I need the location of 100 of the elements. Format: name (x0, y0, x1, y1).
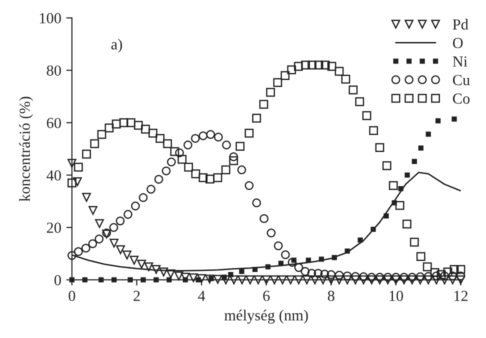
point (450, 264, 459, 274)
x-tick-label: 0 (68, 290, 76, 302)
y-tick-label: 0 (54, 275, 61, 286)
point (229, 275, 238, 284)
point (190, 134, 200, 143)
point (228, 272, 234, 278)
x-axis-title: mélység (nm) (224, 310, 308, 324)
point (294, 275, 304, 284)
point (252, 266, 258, 272)
point (318, 256, 324, 262)
point (116, 245, 125, 254)
point (422, 262, 432, 272)
point (95, 219, 104, 228)
point (174, 271, 184, 280)
point (88, 206, 98, 215)
point (369, 126, 378, 135)
point (98, 277, 104, 282)
point (69, 277, 74, 282)
point (412, 158, 417, 164)
point (162, 166, 171, 176)
point (82, 277, 88, 282)
point (418, 146, 424, 151)
point (198, 131, 208, 140)
point (244, 128, 254, 138)
point (138, 193, 148, 202)
point (416, 252, 426, 261)
point (382, 161, 392, 170)
y-axis-title: koncentráció (%) (19, 96, 34, 202)
point (355, 97, 364, 106)
point (341, 74, 350, 84)
point (436, 270, 446, 280)
point (116, 216, 125, 226)
point (72, 177, 82, 186)
x-tick-label: 4 (198, 290, 206, 301)
point (348, 86, 358, 94)
point (273, 78, 282, 88)
point (456, 264, 466, 274)
point (213, 173, 222, 182)
point (90, 139, 100, 148)
point (196, 277, 201, 282)
point (443, 268, 452, 276)
point (152, 264, 161, 274)
point (166, 158, 176, 166)
point (206, 174, 214, 184)
point (327, 62, 336, 71)
point (130, 256, 139, 265)
point (221, 165, 230, 174)
point (67, 178, 76, 188)
point (259, 100, 268, 109)
point (359, 275, 368, 284)
point (214, 132, 223, 142)
point (320, 60, 330, 70)
x-tick-label: 2 (134, 290, 140, 301)
point (188, 273, 198, 282)
point (326, 275, 336, 284)
point (302, 275, 312, 284)
point (82, 192, 91, 202)
point (306, 258, 312, 263)
point (236, 142, 245, 151)
point (300, 267, 310, 276)
point (370, 226, 376, 232)
point (67, 251, 76, 260)
point (213, 274, 222, 284)
point (270, 275, 279, 284)
point (119, 118, 128, 128)
point (266, 88, 275, 97)
point (124, 210, 132, 219)
point (398, 186, 404, 192)
point (318, 275, 328, 284)
y-tick-label: 80 (46, 65, 61, 76)
point (137, 260, 146, 269)
point (175, 148, 184, 158)
point (265, 264, 271, 270)
point (141, 124, 150, 134)
point (452, 116, 457, 122)
point (287, 65, 296, 74)
point (159, 268, 168, 276)
point (109, 223, 118, 232)
point (82, 150, 91, 159)
point (94, 234, 104, 244)
point (286, 275, 296, 284)
point (334, 66, 344, 76)
point (314, 60, 324, 70)
legend-label: Pd (452, 18, 468, 30)
point (178, 154, 187, 164)
point (278, 275, 287, 284)
y-tick-label: 60 (46, 118, 61, 128)
point (74, 247, 83, 256)
point (144, 262, 154, 272)
point (310, 275, 320, 284)
point (163, 139, 172, 148)
point (244, 181, 254, 190)
point (154, 277, 159, 282)
point (154, 174, 164, 184)
point (111, 277, 117, 282)
point (252, 198, 262, 208)
legend-label: Ni (452, 56, 468, 67)
point (301, 60, 310, 70)
point (126, 118, 136, 128)
point (206, 130, 216, 139)
